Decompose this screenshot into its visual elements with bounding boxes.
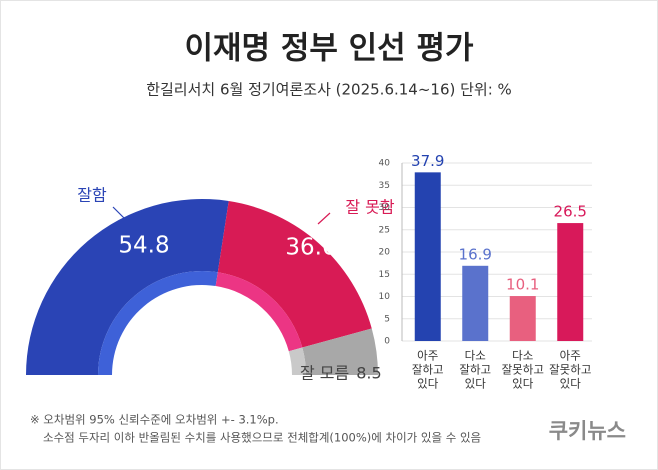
donut-segment: [217, 201, 372, 348]
bar: [414, 172, 441, 341]
x-tick-label: 잘하고: [412, 363, 444, 377]
donut-inner-band: [98, 271, 218, 375]
bar: [557, 223, 584, 341]
x-tick-label: 잘못하고: [549, 363, 591, 377]
y-tick-label: 20: [379, 248, 391, 258]
bar: [462, 265, 489, 341]
donut-inner-band: [288, 347, 306, 375]
value-label: 8.5: [356, 364, 381, 383]
donut-inner-band: [215, 272, 303, 352]
x-tick-label: 아주: [560, 349, 581, 363]
y-tick-label: 10: [379, 292, 391, 302]
y-tick-label: 30: [379, 203, 391, 213]
value-label: 54.8: [118, 233, 169, 259]
segment-label: 잘함: [77, 186, 107, 205]
value-label: 36.6: [285, 235, 336, 261]
y-tick-label: 40: [379, 159, 391, 169]
x-tick-label: 다소: [465, 349, 486, 363]
footnote: 소수점 두자리 이하 반올림된 수치를 사용했으므로 전체합계(100%)에 차…: [43, 431, 481, 445]
x-tick-label: 잘하고: [459, 363, 491, 377]
value-label: 26.5: [554, 203, 587, 221]
footnote: ※ 오차범위 95% 신뢰수준에 오차범위 +- 3.1%p.: [30, 413, 279, 427]
x-tick-label: 다소: [512, 349, 533, 363]
y-tick-label: 25: [379, 225, 390, 235]
value-label: 10.1: [506, 276, 539, 294]
bar: [509, 296, 536, 341]
x-tick-label: 아주: [417, 349, 438, 363]
x-tick-label: 있다: [465, 377, 487, 391]
title: 이재명 정부 인선 평가: [184, 31, 474, 67]
donut-segment: [26, 199, 229, 375]
leader-line: [317, 212, 331, 225]
leader-line: [112, 206, 125, 219]
y-tick-label: 15: [379, 270, 390, 280]
value-label: 37.9: [411, 152, 444, 170]
y-tick-label: 35: [379, 181, 390, 191]
segment-label: 잘 못함: [345, 198, 395, 217]
donut-segment: [302, 328, 378, 375]
segment-label: 잘 모름: [300, 364, 349, 383]
subtitle: 한길리서치 6월 정기여론조사 (2025.6.14~16) 단위: %: [146, 81, 512, 99]
y-tick-label: 0: [384, 337, 390, 347]
y-tick-label: 5: [384, 314, 390, 324]
x-tick-label: 있다: [417, 377, 439, 391]
value-label: 16.9: [459, 245, 492, 263]
x-tick-label: 잘못하고: [502, 363, 544, 377]
logo: 쿠키뉴스: [549, 419, 626, 443]
x-tick-label: 있다: [560, 377, 582, 391]
x-tick-label: 있다: [512, 377, 534, 391]
